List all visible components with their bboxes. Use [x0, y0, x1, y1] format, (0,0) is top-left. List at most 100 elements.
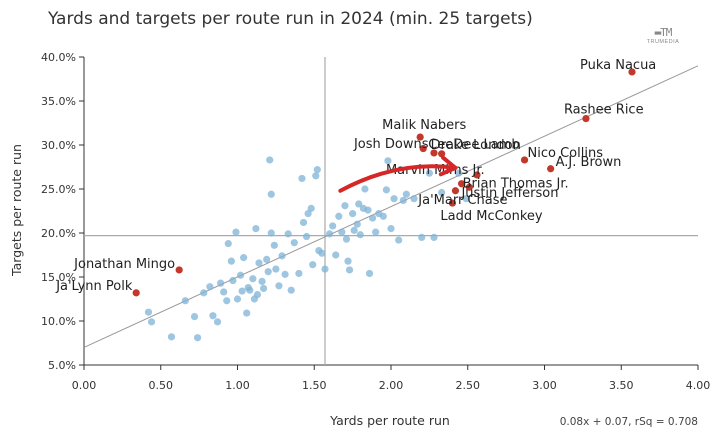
- highlighted-point: [628, 68, 636, 76]
- data-point: [350, 226, 358, 234]
- data-point: [349, 210, 357, 218]
- data-point: [345, 266, 354, 274]
- data-point: [267, 229, 275, 237]
- data-point: [318, 249, 326, 257]
- data-point: [278, 252, 286, 260]
- data-point: [384, 157, 392, 165]
- chart-title: Yards and targets per route run in 2024 …: [48, 9, 533, 29]
- trumedia-logo: ▬TM TRUMEDIA: [640, 26, 686, 45]
- data-point: [227, 257, 235, 265]
- data-point: [255, 259, 263, 267]
- point-label: Rashee Rice: [564, 103, 644, 118]
- point-label: Drake London: [431, 138, 521, 153]
- point-label: Malik Nabers: [382, 118, 466, 133]
- highlighted-point: [175, 266, 183, 274]
- y-tick-label: 10.0%: [41, 315, 76, 328]
- data-point: [232, 228, 240, 236]
- y-axis-title: Targets per route run: [9, 144, 24, 277]
- data-point: [329, 222, 337, 230]
- data-point: [217, 279, 225, 287]
- data-point: [365, 269, 374, 278]
- data-point: [454, 169, 463, 177]
- data-point: [190, 313, 199, 321]
- data-point: [213, 318, 222, 326]
- data-point: [430, 233, 438, 241]
- data-point: [193, 334, 202, 342]
- highlighted-point: [416, 133, 424, 141]
- data-point: [372, 228, 380, 236]
- x-tick-label: 3.50: [609, 379, 634, 392]
- axis-ticks: 0.00 0.50 1.00 1.50 2.00 2.50 3.00 3.50 4.00 5.0%…: [41, 51, 710, 392]
- data-point: [252, 225, 260, 233]
- data-point: [281, 270, 289, 278]
- regression-equation: 0.08x + 0.07, rSq = 0.708: [560, 416, 698, 428]
- data-point: [167, 333, 176, 341]
- annotation-arrow: [338, 155, 458, 193]
- point-label: Brian Thomas Jr.: [463, 177, 569, 192]
- data-point: [344, 257, 352, 265]
- x-tick-label: 2.00: [379, 379, 404, 392]
- y-tick-label: 5.0%: [48, 359, 76, 372]
- highlighted-point: [451, 187, 460, 195]
- data-point: [206, 283, 214, 291]
- data-point: [284, 230, 292, 238]
- data-point: [272, 265, 280, 273]
- arrow-head: [438, 155, 458, 177]
- y-tick-label: 25.0%: [41, 183, 76, 196]
- data-point: [402, 190, 410, 198]
- data-point: [342, 235, 351, 243]
- highlighted-point: [473, 171, 481, 179]
- data-point: [238, 287, 246, 295]
- x-tick-label: 3.00: [532, 379, 557, 392]
- data-point: [368, 214, 377, 222]
- point-label: Nico Collins: [528, 146, 604, 161]
- highlighted-point: [430, 149, 438, 157]
- data-point: [335, 212, 343, 220]
- highlighted-point: [582, 115, 590, 123]
- data-point: [307, 204, 315, 212]
- data-point: [298, 174, 306, 183]
- reference-lines: [84, 57, 698, 365]
- data-point: [309, 261, 317, 269]
- logo-mark-icon: ▬TM: [654, 26, 673, 39]
- data-point: [332, 251, 340, 259]
- y-tick-label: 20.0%: [41, 227, 76, 240]
- data-point: [229, 276, 237, 285]
- x-tick-label: 1.00: [225, 379, 250, 392]
- data-point: [312, 172, 320, 180]
- point-label: Ja'Marr Chase: [417, 193, 507, 208]
- data-point: [290, 239, 298, 247]
- data-point: [267, 190, 275, 198]
- data-point: [355, 200, 363, 208]
- data-point: [270, 241, 278, 249]
- data-point: [275, 282, 283, 290]
- y-tick-label: 30.0%: [41, 139, 76, 152]
- data-point: [266, 156, 274, 164]
- data-point: [253, 291, 262, 299]
- highlighted-point: [448, 199, 456, 207]
- point-labels: Puka Nacua Rashee Rice Malik Nabers CeeDee …: [55, 58, 656, 294]
- highlighted-point: [419, 144, 427, 153]
- data-point: [240, 254, 248, 262]
- data-point: [326, 230, 334, 238]
- highlighted-points: [132, 68, 636, 297]
- data-point: [249, 275, 257, 283]
- point-label: Justin Jefferson: [460, 186, 558, 201]
- data-point: [264, 268, 272, 276]
- data-point: [410, 195, 418, 203]
- point-label: Jonathan Mingo: [73, 257, 175, 272]
- data-point: [144, 308, 153, 316]
- point-label: A.J. Brown: [556, 155, 622, 170]
- point-label: Josh Downs: [353, 137, 429, 152]
- highlighted-point: [547, 165, 555, 173]
- x-tick-label: 2.50: [456, 379, 481, 392]
- data-point: [321, 265, 329, 273]
- data-point: [364, 206, 372, 214]
- data-point: [341, 202, 349, 210]
- data-point: [356, 231, 364, 239]
- data-point: [313, 166, 321, 174]
- point-label: Ja'Lynn Polk: [55, 279, 133, 294]
- data-point: [220, 288, 228, 296]
- data-point: [223, 297, 231, 305]
- data-point: [361, 185, 369, 193]
